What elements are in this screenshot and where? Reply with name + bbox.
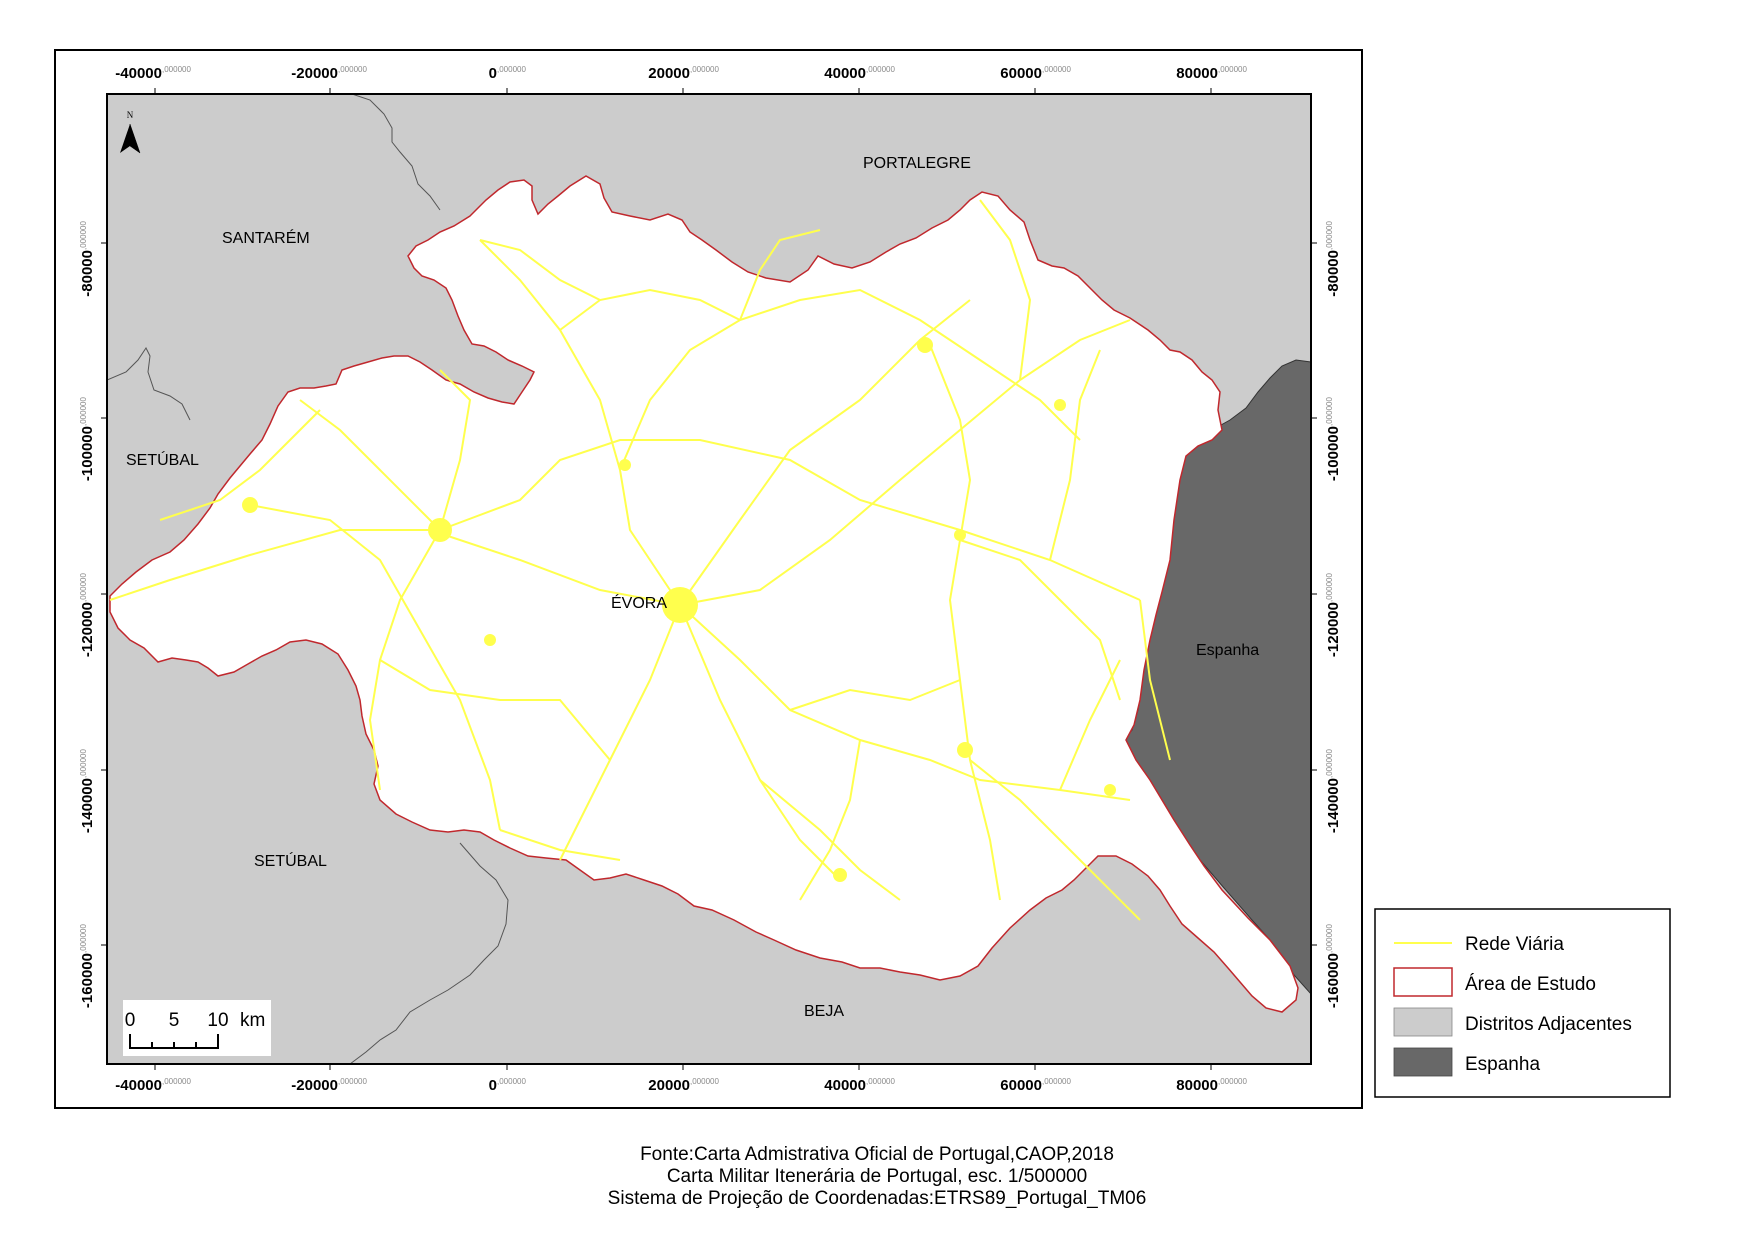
y-tick-suffix: ,000000 (79, 749, 88, 778)
region-label-setubal-west: SETÚBAL (126, 450, 199, 469)
region-label-evora: ÉVORA (611, 593, 667, 612)
x-tick-label: 60000 (1000, 65, 1042, 82)
district-boundary-line (349, 842, 509, 1064)
road-network (109, 199, 1171, 921)
y-tick-label: -160000 (1325, 953, 1342, 1008)
footer-source-line: Fonte:Carta Admistrativa Oficial de Port… (640, 1144, 1114, 1165)
north-arrow-label: N (127, 110, 134, 120)
x-tick-suffix: ,000000 (162, 1077, 191, 1086)
x-tick-label: 0 (489, 1077, 497, 1094)
footer-credits: Fonte:Carta Admistrativa Oficial de Port… (0, 1144, 1754, 1210)
y-tick-suffix: ,000000 (1325, 749, 1334, 778)
y-tick-label: -80000 (79, 250, 96, 297)
y-tick-label: -100000 (1325, 426, 1342, 481)
x-tick-label: 80000 (1176, 65, 1218, 82)
x-tick-suffix: ,000000 (1042, 65, 1071, 74)
x-axis-ticks-bottom: -40000 ,000000 -20000 ,000000 0 ,000000 … (115, 1064, 1247, 1094)
x-tick-suffix: ,000000 (866, 1077, 895, 1086)
scale-label: 5 (169, 1010, 180, 1031)
y-tick-suffix: ,000000 (79, 573, 88, 602)
legend-label: Área de Estudo (1465, 974, 1596, 995)
y-tick-suffix: ,000000 (79, 221, 88, 250)
legend-label: Rede Viária (1465, 934, 1564, 955)
y-tick-label: -120000 (79, 602, 96, 657)
district-boundary-line (351, 94, 441, 211)
footer-projection-line: Sistema de Projeção de Coordenadas:ETRS8… (607, 1188, 1147, 1209)
region-label-portalegre: PORTALEGRE (863, 155, 971, 172)
y-tick-label: -140000 (79, 778, 96, 833)
x-tick-label: 20000 (648, 65, 690, 82)
x-tick-label: 0 (489, 65, 497, 82)
legend-label: Distritos Adjacentes (1465, 1014, 1632, 1035)
legend-label: Espanha (1465, 1054, 1540, 1075)
x-tick-suffix: ,000000 (1218, 1077, 1247, 1086)
legend-item-rede-viaria: Rede Viária (1394, 934, 1564, 955)
y-tick-suffix: ,000000 (1325, 221, 1334, 250)
x-tick-suffix: ,000000 (866, 65, 895, 74)
x-axis-ticks-top: -40000 ,000000 -20000 ,000000 0 ,000000 … (115, 65, 1247, 94)
north-arrow-icon: N (120, 110, 141, 154)
scale-unit: km (240, 1010, 265, 1031)
x-tick-label: 60000 (1000, 1077, 1042, 1094)
x-tick-label: -20000 (291, 65, 338, 82)
x-tick-label: 20000 (648, 1077, 690, 1094)
y-tick-suffix: ,000000 (1325, 397, 1334, 426)
region-label-setubal-south: SETÚBAL (254, 851, 327, 870)
y-tick-label: -120000 (1325, 602, 1342, 657)
y-tick-suffix: ,000000 (79, 397, 88, 426)
x-tick-suffix: ,000000 (338, 1077, 367, 1086)
footer-map-line: Carta Militar Itenerária de Portugal, es… (666, 1166, 1088, 1187)
x-tick-label: 80000 (1176, 1077, 1218, 1094)
legend-item-espanha: Espanha (1393, 1047, 1540, 1077)
y-tick-suffix: ,000000 (1325, 924, 1334, 953)
x-tick-suffix: ,000000 (338, 65, 367, 74)
scale-label: 0 (125, 1010, 136, 1031)
x-tick-label: -40000 (115, 65, 162, 82)
x-tick-label: -40000 (115, 1077, 162, 1094)
region-label-santarem: SANTARÉM (222, 228, 310, 247)
x-tick-label: 40000 (824, 1077, 866, 1094)
y-tick-label: -140000 (1325, 778, 1342, 833)
region-label-espanha: Espanha (1196, 642, 1259, 659)
study-area (109, 175, 1299, 1013)
x-tick-suffix: ,000000 (497, 1077, 526, 1086)
y-tick-label: -160000 (79, 953, 96, 1008)
y-axis-ticks-right: -80000 ,000000 -100000 ,000000 -120000 ,… (1311, 221, 1342, 1008)
y-tick-suffix: ,000000 (79, 924, 88, 953)
x-tick-suffix: ,000000 (690, 1077, 719, 1086)
legend-item-area-estudo: Área de Estudo (1393, 967, 1596, 997)
district-boundary-line (107, 347, 191, 421)
y-tick-suffix: ,000000 (1325, 573, 1334, 602)
scale-label: 10 (207, 1010, 228, 1031)
region-label-beja: BEJA (804, 1003, 844, 1020)
y-tick-label: -80000 (1325, 250, 1342, 297)
x-tick-label: 40000 (824, 65, 866, 82)
scale-bar: 0 5 10 km (123, 1000, 271, 1056)
x-tick-suffix: ,000000 (1218, 65, 1247, 74)
map-frame (106, 93, 1312, 1065)
legend: Rede Viária Área de Estudo Distritos Adj… (1374, 908, 1671, 1098)
x-tick-suffix: ,000000 (162, 65, 191, 74)
x-tick-suffix: ,000000 (497, 65, 526, 74)
legend-item-distritos-adjacentes: Distritos Adjacentes (1393, 1007, 1632, 1037)
x-tick-suffix: ,000000 (1042, 1077, 1071, 1086)
town-clusters (242, 337, 1116, 882)
y-axis-ticks-left: -80000 ,000000 -100000 ,000000 -120000 ,… (79, 221, 107, 1008)
x-tick-suffix: ,000000 (690, 65, 719, 74)
x-tick-label: -20000 (291, 1077, 338, 1094)
y-tick-label: -100000 (79, 426, 96, 481)
